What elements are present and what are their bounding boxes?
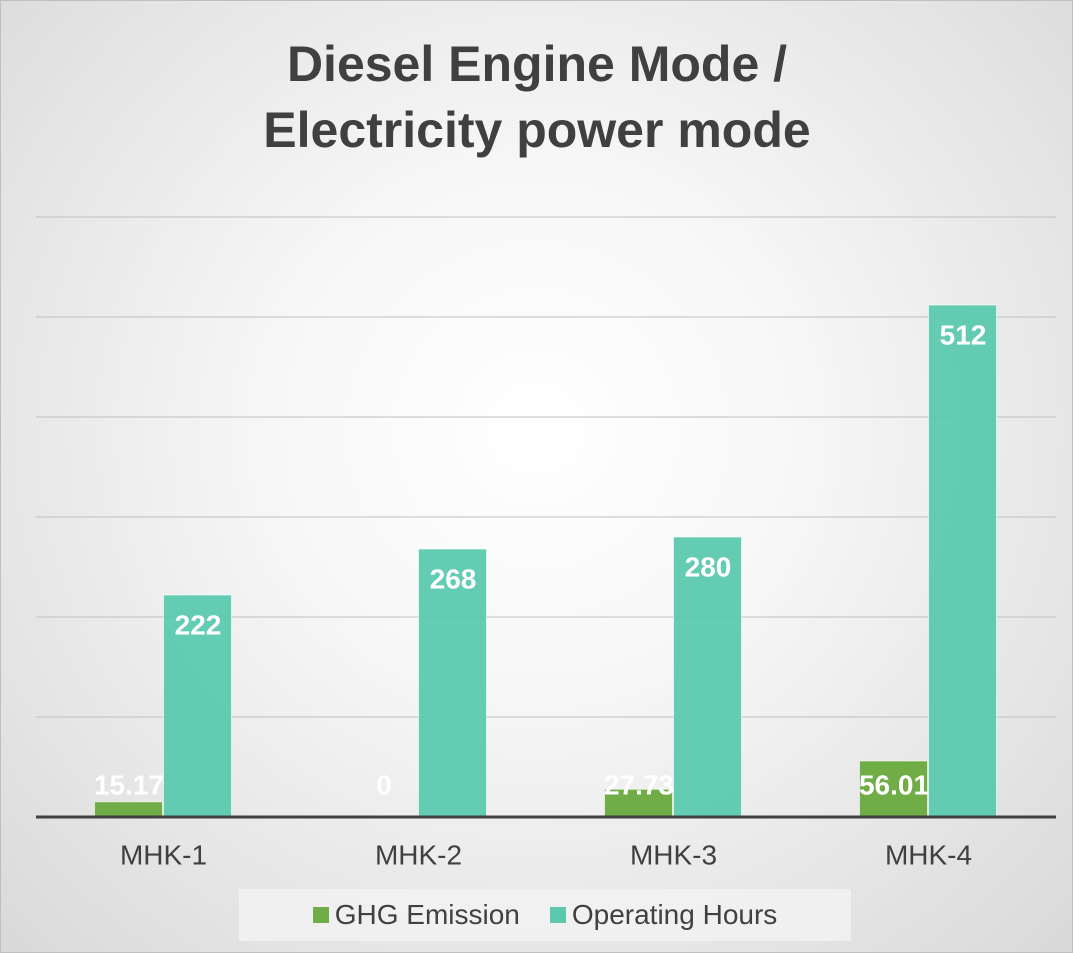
x-tick-label: MHK-2 <box>375 839 462 870</box>
bar <box>418 548 487 818</box>
legend-item: Operating Hours <box>549 899 778 931</box>
legend-swatch <box>312 907 329 923</box>
data-label: 0 <box>376 769 392 800</box>
bar <box>94 801 163 818</box>
data-label: 512 <box>940 319 987 350</box>
chart-title: Diesel Engine Mode / Electricity power m… <box>263 36 811 158</box>
legend-label: Operating Hours <box>571 899 778 930</box>
data-label: 56.01 <box>859 769 929 800</box>
bar <box>604 788 673 818</box>
bar <box>673 536 742 818</box>
data-label: 222 <box>175 609 222 640</box>
data-label: 268 <box>430 563 477 594</box>
bar <box>163 594 232 818</box>
legend: GHG Emission Operating Hours <box>239 889 851 941</box>
legend-swatch <box>549 907 566 923</box>
legend-item: GHG Emission <box>312 899 520 931</box>
data-label: 27.73 <box>604 769 674 800</box>
x-tick-label: MHK-3 <box>630 839 717 870</box>
data-label: 15.17 <box>94 769 164 800</box>
data-label: 280 <box>685 551 732 582</box>
bar <box>928 304 997 818</box>
x-tick-label: MHK-4 <box>885 839 972 870</box>
x-tick-label: MHK-1 <box>120 839 207 870</box>
legend-label: GHG Emission <box>334 899 520 930</box>
